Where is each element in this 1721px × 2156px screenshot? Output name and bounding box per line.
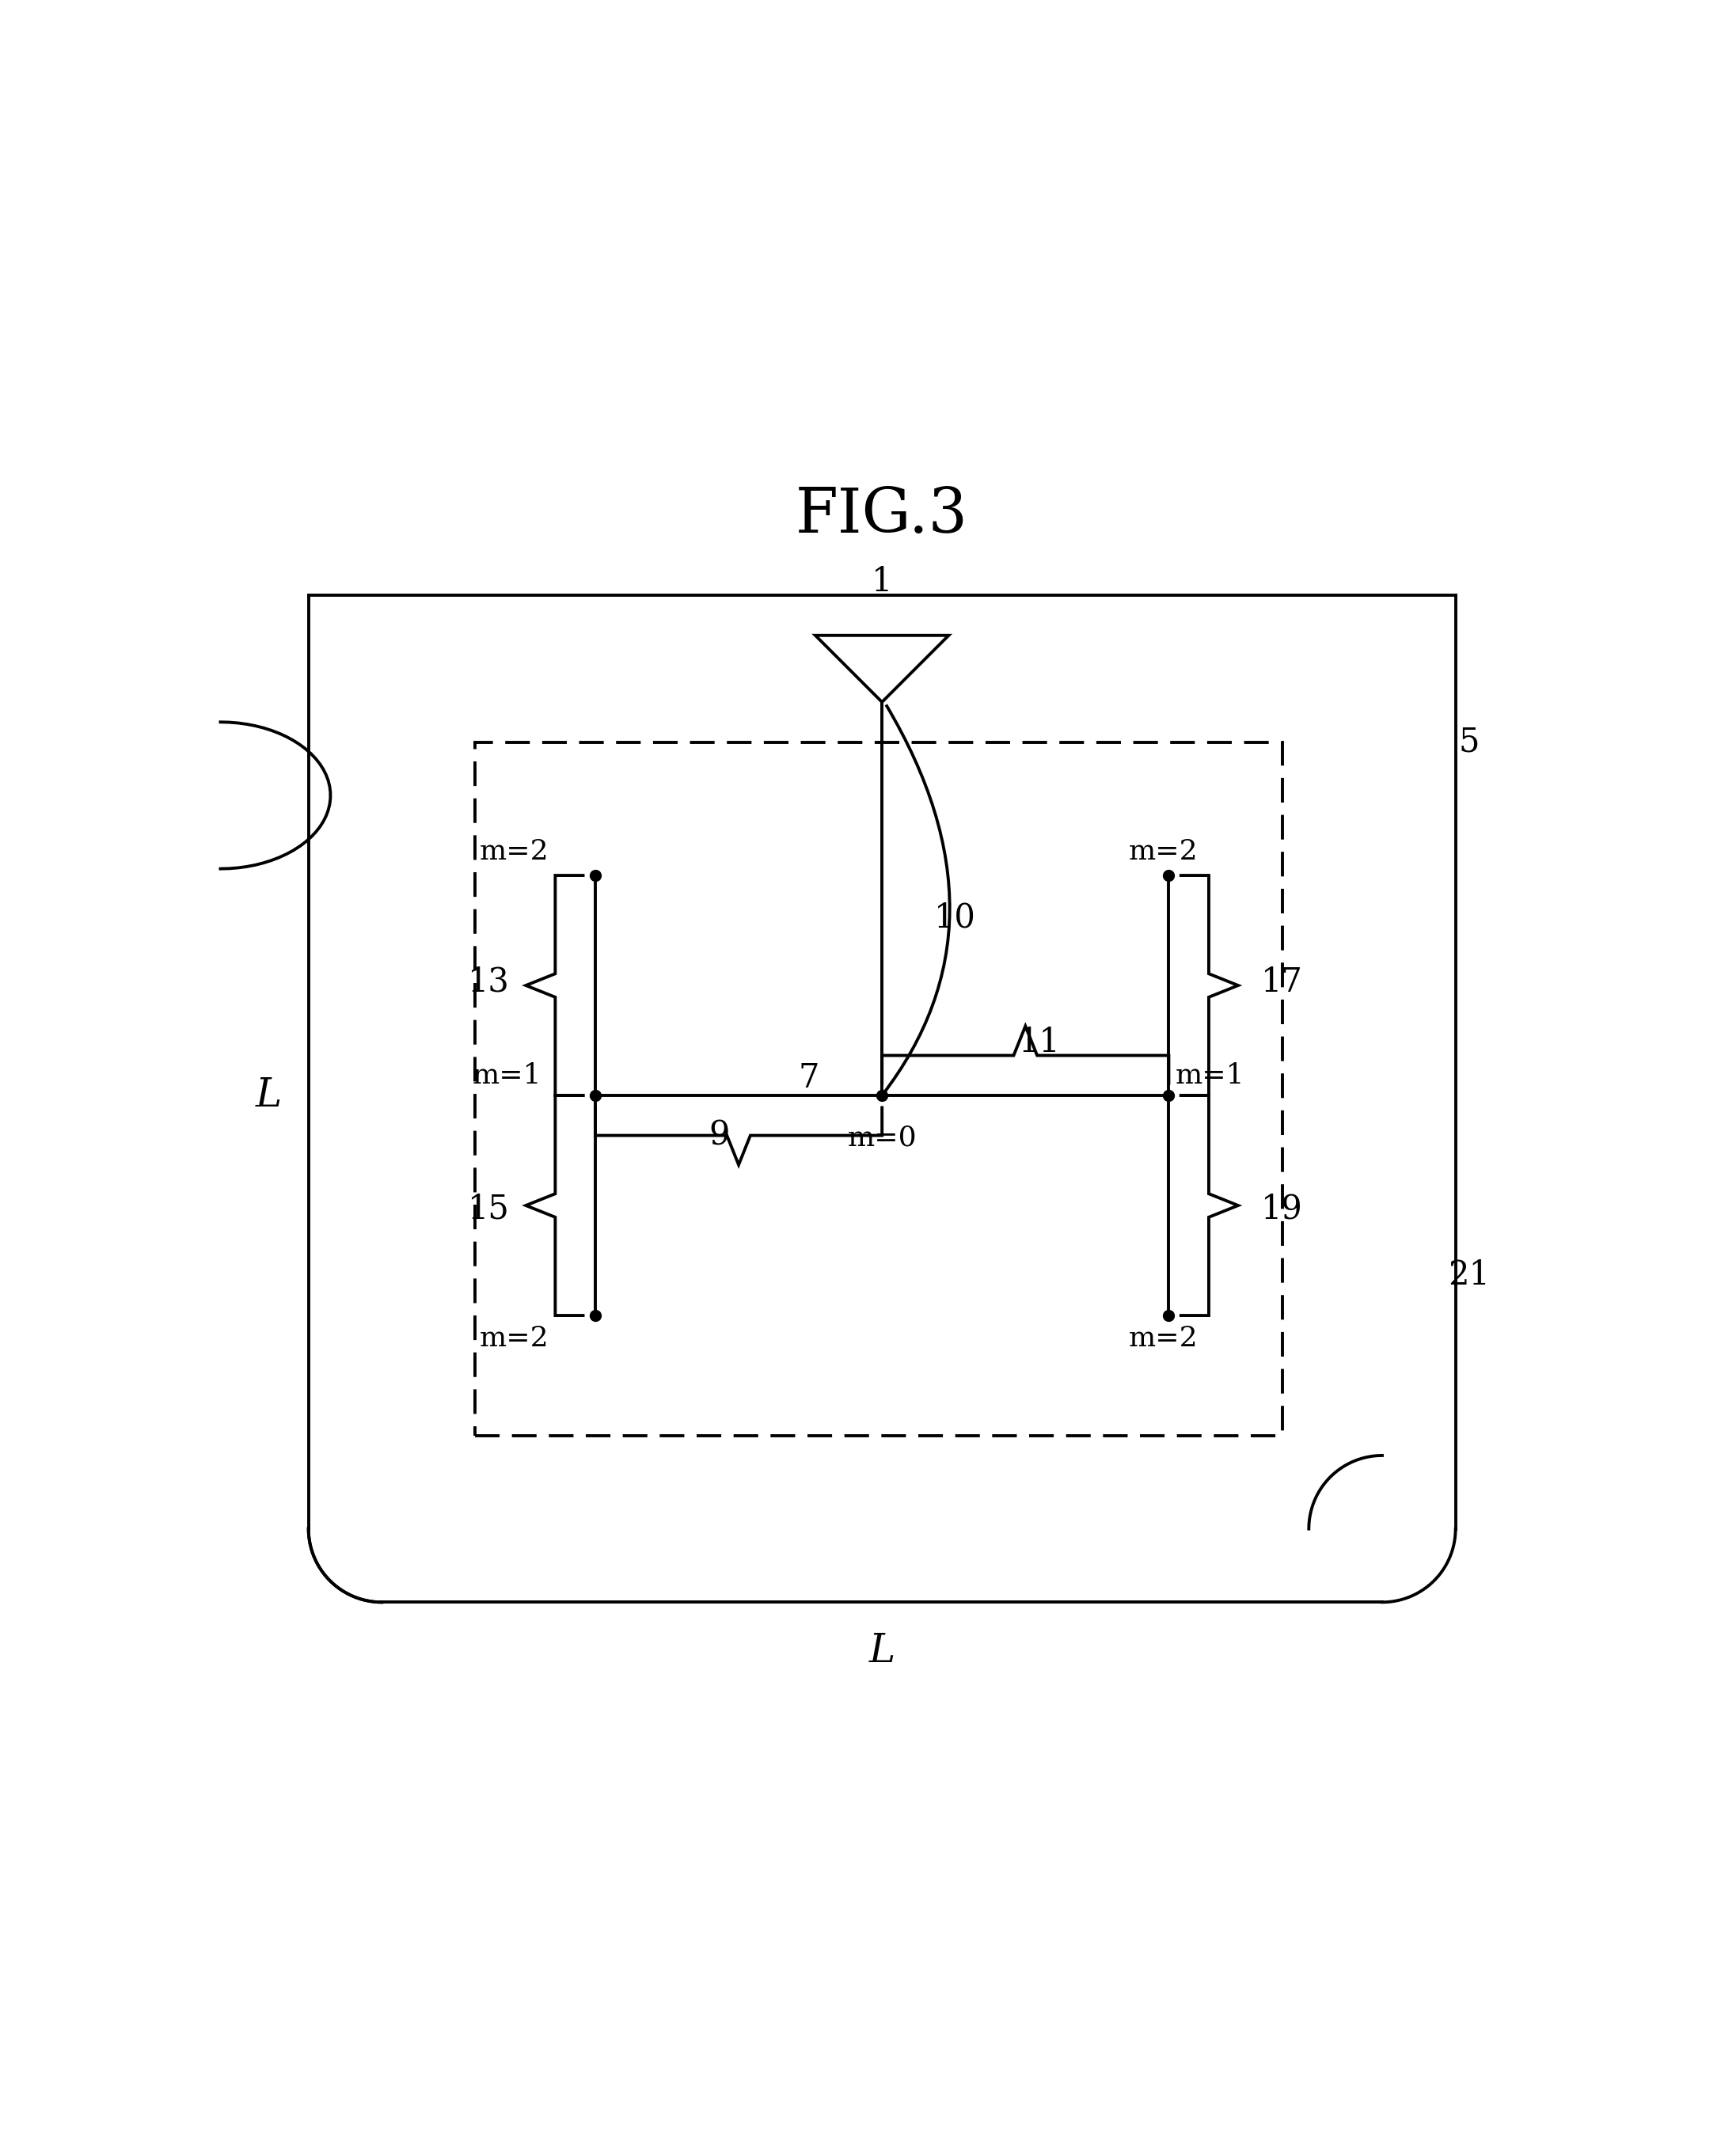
Point bbox=[1155, 858, 1182, 893]
Bar bbox=[475, 742, 1282, 1436]
Point bbox=[582, 1078, 609, 1112]
Text: 13: 13 bbox=[468, 966, 509, 998]
Text: 17: 17 bbox=[1261, 966, 1303, 998]
Text: 15: 15 bbox=[468, 1192, 509, 1225]
Text: m=2: m=2 bbox=[478, 839, 549, 865]
Point bbox=[1155, 1298, 1182, 1332]
Text: L: L bbox=[255, 1076, 282, 1115]
Text: m=2: m=2 bbox=[1129, 1324, 1198, 1352]
Text: L: L bbox=[869, 1632, 895, 1671]
Text: 5: 5 bbox=[1458, 724, 1480, 759]
Text: m=1: m=1 bbox=[1175, 1063, 1244, 1089]
Point bbox=[582, 858, 609, 893]
Text: 19: 19 bbox=[1261, 1192, 1303, 1225]
Text: m=2: m=2 bbox=[1129, 839, 1198, 865]
Point bbox=[1155, 1078, 1182, 1112]
Text: 21: 21 bbox=[1447, 1259, 1490, 1291]
Point bbox=[869, 1078, 897, 1112]
Text: m=0: m=0 bbox=[847, 1125, 917, 1151]
Text: 9: 9 bbox=[709, 1119, 730, 1151]
Text: 11: 11 bbox=[1019, 1026, 1060, 1059]
Text: 7: 7 bbox=[799, 1061, 819, 1095]
Text: 10: 10 bbox=[935, 901, 976, 936]
Text: m=1: m=1 bbox=[473, 1063, 542, 1089]
Text: FIG.3: FIG.3 bbox=[795, 485, 969, 545]
Point bbox=[582, 1298, 609, 1332]
Text: m=2: m=2 bbox=[478, 1324, 549, 1352]
Text: 1: 1 bbox=[871, 565, 893, 599]
